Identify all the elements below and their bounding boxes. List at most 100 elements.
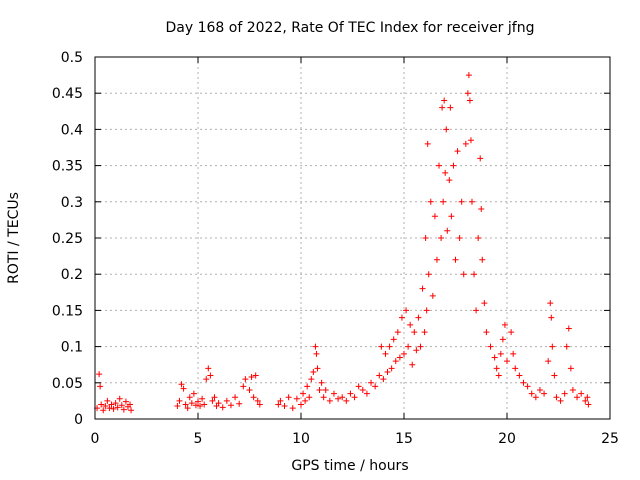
data-point [466,97,473,104]
data-point [419,285,426,292]
x-tick-label: 0 [91,431,100,447]
data-point [413,347,420,354]
data-point [468,198,475,205]
data-point [96,371,103,378]
data-point [429,292,436,299]
data-point [398,314,405,321]
data-point [479,256,486,263]
data-point [478,206,485,213]
data-point [246,387,253,394]
data-point [178,381,185,388]
y-tick-label: 0.35 [52,159,83,175]
data-point [569,387,576,394]
data-point [215,400,222,407]
data-point [396,354,403,361]
data-point [312,343,319,350]
data-point [275,401,282,408]
data-point [425,271,432,278]
data-point [551,372,558,379]
data-point [316,387,323,394]
data-point [394,329,401,336]
data-point [431,213,438,220]
data-point [102,402,109,409]
data-point [219,404,226,411]
data-point [582,397,589,404]
data-point [184,405,191,412]
data-point [180,385,187,392]
x-axis: 0 5 10 15 20 25 [91,57,619,447]
data-point [441,97,448,104]
data-point [363,390,370,397]
data-point [343,397,350,404]
data-point [281,402,288,409]
data-point [203,376,210,383]
data-point [427,198,434,205]
data-point [524,383,531,390]
data-point [528,390,535,397]
data-point [372,383,379,390]
data-point [326,397,333,404]
data-point [421,329,428,336]
data-point [242,376,249,383]
data-point [444,227,451,234]
data-point [584,394,591,401]
data-point [176,397,183,404]
data-point [240,383,247,390]
data-point [548,314,555,321]
y-tick-label: 0.25 [52,231,83,247]
data-point [300,390,307,397]
data-point [359,387,366,394]
data-point [314,365,321,372]
y-tick-label: 0.1 [61,340,83,356]
data-point [465,72,472,79]
data-point [106,405,113,412]
data-point [195,398,201,405]
data-point [380,376,387,383]
data-point [409,361,416,368]
data-point [454,148,461,155]
data-point [565,325,572,332]
data-point [100,407,107,414]
data-point [403,307,410,314]
data-point [450,162,457,169]
data-point [335,395,342,402]
data-point [446,177,453,184]
data-point [499,336,506,343]
y-axis-label: ROTI / TECUs [6,192,22,284]
data-point [423,307,430,314]
x-tick-label: 5 [194,431,203,447]
data-point [508,329,515,336]
data-point [313,350,320,357]
data-point [510,350,517,357]
data-point [407,321,414,328]
data-point [456,235,463,241]
data-point [501,321,508,328]
data-point [192,402,199,409]
data-point [98,401,105,408]
data-point [452,256,459,263]
data-point [477,155,484,162]
data-point [557,397,564,404]
data-point [545,358,552,365]
data-point [190,390,197,397]
chart-title: Day 168 of 2022, Rate Of TEC Index for r… [166,20,535,36]
y-tick-label: 0.3 [61,195,83,211]
data-point [322,387,329,394]
data-point [471,271,478,278]
y-tick-label: 0.15 [52,303,83,319]
data-point [351,394,358,401]
data-point [567,365,574,372]
data-point [127,401,134,408]
y-tick-label: 0.5 [61,50,83,66]
data-point [384,368,391,375]
data-point [320,394,327,401]
data-point [388,365,395,372]
data-point [277,397,284,404]
data-point [308,376,315,383]
data-point [417,343,424,350]
data-point [250,394,257,401]
data-point [199,395,206,402]
data-point [458,198,465,205]
y-tick-label: 0.4 [61,122,83,138]
